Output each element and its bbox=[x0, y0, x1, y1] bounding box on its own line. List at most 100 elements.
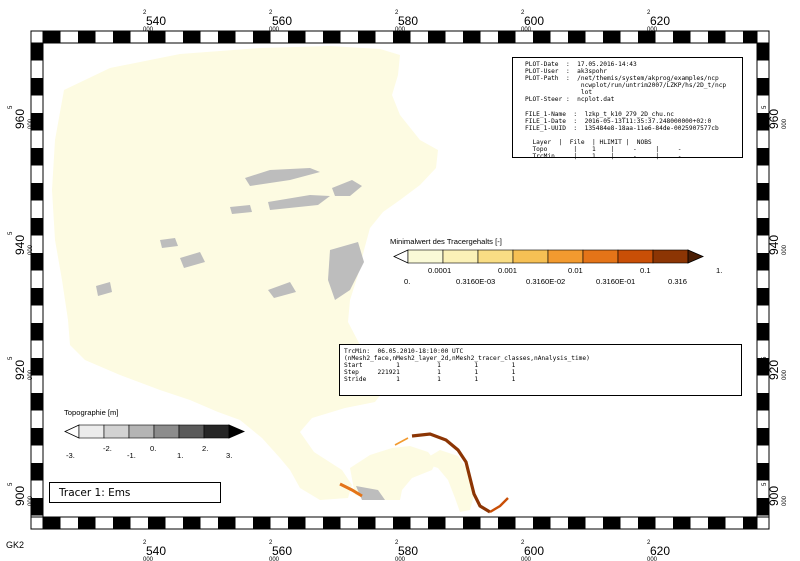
topo-label: 0. bbox=[150, 444, 156, 453]
frame-segment bbox=[31, 218, 43, 236]
frame-scale-bar bbox=[30, 30, 770, 530]
x-tick-label: 540 bbox=[146, 544, 166, 558]
y-tick-sub: 000 bbox=[782, 118, 788, 129]
x-tick-label: 620 bbox=[650, 544, 670, 558]
x-tick-sub: 000 bbox=[521, 557, 532, 561]
frame-segment bbox=[757, 218, 769, 236]
x-tick-sub: 000 bbox=[395, 27, 406, 33]
topo-swatch bbox=[153, 424, 180, 439]
frame-segment bbox=[393, 517, 411, 529]
x-tick-sub: 000 bbox=[395, 557, 406, 561]
frame-segment bbox=[31, 358, 43, 376]
frame-segment bbox=[31, 288, 43, 306]
x-tick-label: 580 bbox=[398, 14, 418, 28]
frame-segment bbox=[323, 31, 341, 43]
tracer-info-box: TrcMin: 06.05.2010-18:10:00 UTC (nMesh2_… bbox=[339, 344, 742, 396]
y-tick-sub: 000 bbox=[782, 244, 788, 255]
tracer-legend-labels: 0.0001 0.001 0.01 0.1 1. 0. 0.3160E-03 0.3160E-… bbox=[404, 266, 722, 286]
x-tick-label: 560 bbox=[272, 544, 292, 558]
plot-info-line: FILE_1-Name : lzkp_t_k10_279_2D_chu.nc bbox=[525, 110, 675, 118]
topo-label: -1. bbox=[127, 451, 136, 460]
x-tick-label: 580 bbox=[398, 544, 418, 558]
frame-segment bbox=[288, 517, 306, 529]
plot-info-line: lot bbox=[525, 89, 593, 97]
legend-swatch bbox=[617, 249, 654, 264]
frame-segment bbox=[31, 253, 43, 271]
frame-segment bbox=[218, 31, 236, 43]
plot-info-box: PLOT-Date : 17.05.2016-14:43 PLOT-User : … bbox=[512, 57, 743, 160]
shoal bbox=[96, 282, 112, 296]
frame-segment bbox=[31, 113, 43, 131]
y-tick-label: 940 bbox=[13, 235, 27, 255]
shoal bbox=[180, 252, 205, 268]
x-tick-major: 2 bbox=[395, 540, 399, 546]
frame-segment bbox=[603, 517, 621, 529]
topo-label: 3. bbox=[226, 451, 232, 460]
y-tick-sub: 000 bbox=[28, 118, 34, 129]
plot-info-line bbox=[525, 132, 742, 139]
shoal bbox=[332, 180, 362, 196]
tracer-legend: Minimalwert des Tracergehalts [-] 0.0001… bbox=[390, 237, 722, 286]
frame-segment bbox=[183, 31, 201, 43]
topo-swatch bbox=[128, 424, 155, 439]
topo-legend-labels: -3. -2. -1. 0. 1. 2. 3. bbox=[66, 444, 232, 460]
tracer-info-row: Stride 1 1 1 1 bbox=[344, 376, 516, 384]
frame-segment bbox=[757, 498, 769, 516]
lower-channel-water bbox=[420, 450, 475, 512]
frame-segment bbox=[31, 498, 43, 516]
frame-segment bbox=[568, 31, 586, 43]
x-tick-major: 2 bbox=[521, 540, 525, 546]
frame-segment bbox=[603, 31, 621, 43]
y-tick-major: 5 bbox=[762, 356, 768, 360]
y-tick-major: 5 bbox=[8, 482, 14, 486]
x-tick-major: 2 bbox=[143, 540, 147, 546]
frame-segment bbox=[148, 31, 166, 43]
frame-segment bbox=[31, 148, 43, 166]
plot-info-line: PLOT-User : ak3spohr bbox=[525, 68, 607, 76]
topo-swatch bbox=[178, 424, 205, 439]
frame-segment bbox=[498, 31, 516, 43]
frame-segment bbox=[757, 148, 769, 166]
y-tick-major: 5 bbox=[762, 231, 768, 235]
plot-info-line bbox=[525, 104, 742, 111]
frame-segment bbox=[183, 517, 201, 529]
y-tick-major: 5 bbox=[8, 231, 14, 235]
shoal bbox=[356, 486, 385, 500]
tracer-legend-title: Minimalwert des Tracergehalts [-] bbox=[390, 237, 502, 246]
frame-segment bbox=[43, 31, 61, 43]
frame-segment bbox=[757, 428, 769, 446]
frame-segment bbox=[568, 517, 586, 529]
x-tick-label: 600 bbox=[524, 544, 544, 558]
frame-segment bbox=[31, 183, 43, 201]
tracer-label-box: Tracer 1: Ems bbox=[49, 482, 221, 503]
y-tick-label: 920 bbox=[767, 360, 781, 380]
plot-info-line: TrcMin | 1 | - | - bbox=[525, 153, 682, 161]
x-tick-major: 2 bbox=[269, 10, 273, 16]
frame-segment bbox=[31, 78, 43, 96]
frame-segment bbox=[148, 517, 166, 529]
legend-swatch bbox=[652, 249, 689, 264]
frame-segment bbox=[743, 517, 757, 529]
shoal bbox=[160, 238, 178, 248]
frame-segment bbox=[78, 517, 96, 529]
frame-segment bbox=[673, 31, 691, 43]
legend-label-bottom: 0.316 bbox=[668, 277, 687, 286]
legend-arrow-low bbox=[393, 249, 409, 264]
frame-segment bbox=[31, 323, 43, 341]
projection-label: GK2 bbox=[6, 540, 24, 550]
tracer-label: Tracer 1: Ems bbox=[59, 487, 131, 499]
legend-label-top: 0.0001 bbox=[428, 266, 451, 275]
topo-swatch bbox=[103, 424, 130, 439]
x-tick-major: 2 bbox=[395, 10, 399, 16]
frame-segment bbox=[757, 358, 769, 376]
plot-info-lines: PLOT-Date : 17.05.2016-14:43 PLOT-User : … bbox=[525, 61, 742, 160]
legend-label-bottom: 0. bbox=[404, 277, 410, 286]
frame-segment bbox=[358, 31, 376, 43]
plot-info-line: Topo | 1 | - | - bbox=[525, 146, 682, 154]
frame-segment bbox=[757, 323, 769, 341]
topo-legend-swatches bbox=[64, 424, 246, 439]
frame-segment bbox=[428, 517, 446, 529]
tracer-legend-swatches bbox=[393, 249, 705, 264]
frame-segment bbox=[708, 31, 726, 43]
frame-segment bbox=[43, 517, 61, 529]
